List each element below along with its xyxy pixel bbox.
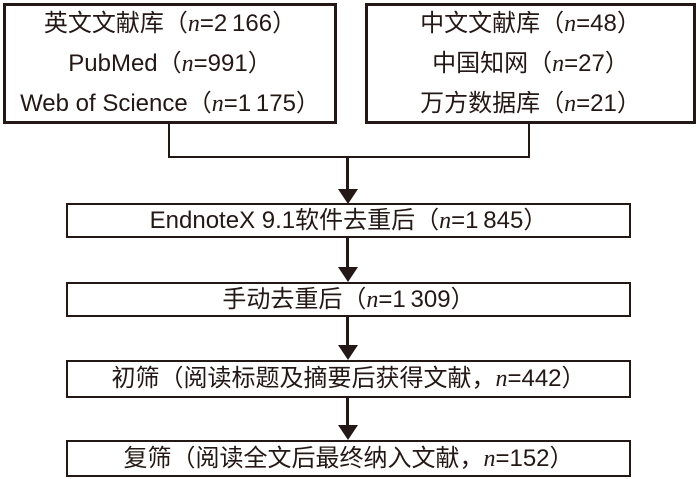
n-symbol: n bbox=[552, 50, 565, 77]
arrow-down-icon bbox=[338, 267, 358, 282]
arrow-shaft bbox=[346, 398, 349, 426]
box-manual-dedup: 手动去重后（n=1 309） bbox=[66, 282, 631, 317]
chinese-db-total: 中文文献库（n=48） bbox=[420, 9, 641, 37]
n-symbol: n bbox=[366, 286, 379, 313]
chinese-db-cnki: 中国知网（n=27） bbox=[432, 49, 629, 77]
arrow-down-icon bbox=[338, 425, 358, 440]
english-db-total: 英文文献库（n=2 166） bbox=[43, 9, 297, 37]
manual-dedup-label: 手动去重后（n=1 309） bbox=[222, 285, 475, 313]
n-symbol: n bbox=[564, 10, 577, 37]
box-chinese-databases: 中文文献库（n=48） 中国知网（n=27） 万方数据库（n=21） bbox=[365, 3, 696, 124]
merge-arrow-shaft bbox=[346, 156, 349, 190]
arrow-shaft bbox=[346, 238, 349, 268]
chinese-db-wanfang: 万方数据库（n=21） bbox=[420, 89, 641, 117]
n-symbol: n bbox=[211, 90, 224, 117]
box-endnote-dedup: EndnoteX 9.1软件去重后（n=1 845） bbox=[66, 203, 631, 238]
n-symbol: n bbox=[483, 445, 496, 472]
secondary-screening-label: 复筛（阅读全文后最终纳入文献，n=152） bbox=[123, 444, 574, 472]
n-symbol: n bbox=[495, 366, 508, 392]
arrow-shaft bbox=[346, 317, 349, 346]
connector-left-stub bbox=[168, 122, 170, 158]
n-symbol: n bbox=[564, 90, 577, 117]
primary-screening-label: 初筛（阅读标题及摘要后获得文献，n=442） bbox=[111, 365, 586, 392]
n-symbol: n bbox=[187, 10, 200, 37]
box-primary-screening: 初筛（阅读标题及摘要后获得文献，n=442） bbox=[66, 360, 631, 398]
connector-join-line bbox=[168, 156, 530, 158]
english-db-wos: Web of Science（n=1 175） bbox=[20, 89, 320, 117]
n-symbol: n bbox=[181, 50, 194, 77]
english-db-pubmed: PubMed（n=991） bbox=[68, 49, 272, 77]
arrow-down-icon bbox=[338, 345, 358, 360]
box-english-databases: 英文文献库（n=2 166） PubMed（n=991） Web of Scie… bbox=[3, 3, 337, 124]
n-symbol: n bbox=[439, 207, 452, 234]
arrow-down-icon bbox=[338, 189, 358, 204]
connector-right-stub bbox=[528, 122, 530, 158]
endnote-dedup-label: EndnoteX 9.1软件去重后（n=1 845） bbox=[149, 206, 548, 234]
box-secondary-screening: 复筛（阅读全文后最终纳入文献，n=152） bbox=[66, 440, 631, 477]
